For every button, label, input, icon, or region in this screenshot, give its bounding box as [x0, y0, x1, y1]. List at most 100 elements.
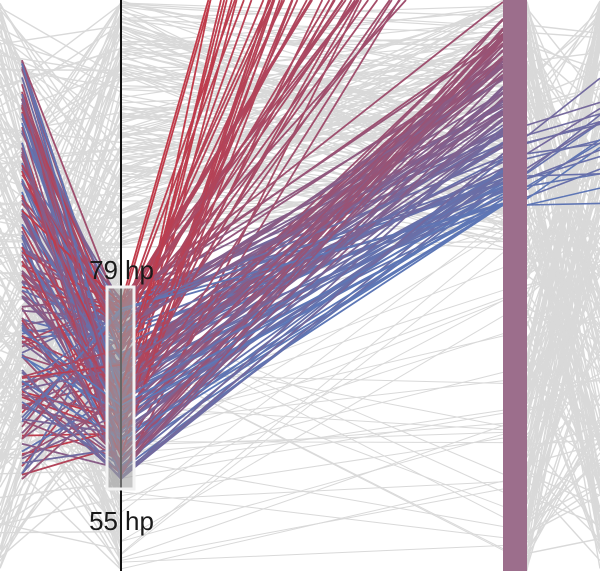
background-line — [0, 531, 122, 534]
background-line — [526, 187, 600, 396]
selected-line — [21, 83, 122, 423]
selected-line — [21, 406, 122, 432]
brush-min-value: 55 — [89, 506, 118, 536]
background-line — [120, 49, 504, 120]
selected-line — [120, 61, 504, 373]
background-line — [526, 210, 600, 493]
background-line — [120, 252, 504, 556]
selected-line — [120, 35, 504, 455]
background-line — [120, 335, 504, 425]
background-line — [120, 5, 504, 19]
selected-line — [21, 369, 122, 480]
background-line — [0, 452, 122, 559]
brush-max-unit: hp — [125, 255, 154, 285]
background-line — [526, 8, 600, 84]
background-line — [526, 473, 600, 507]
selected-line — [120, 66, 504, 330]
background-line — [120, 481, 504, 501]
selected-line — [526, 173, 600, 177]
background-line — [120, 431, 504, 446]
selected-line — [526, 173, 600, 188]
background-line — [526, 443, 600, 465]
background-line — [526, 111, 600, 515]
selected-line — [120, 100, 504, 428]
background-line — [120, 412, 504, 479]
background-line — [120, 234, 504, 554]
background-line — [526, 419, 600, 554]
selected-line — [526, 113, 600, 136]
background-line — [526, 323, 600, 569]
background-line — [0, 122, 122, 513]
selected-line — [21, 388, 122, 478]
background-line — [0, 455, 122, 468]
background-line — [0, 35, 122, 130]
selected-line — [120, 75, 504, 470]
selected-line — [120, 0, 272, 331]
selected-line — [120, 0, 210, 305]
selected-line — [120, 0, 270, 457]
selected-line — [120, 0, 312, 309]
background-line — [120, 488, 504, 561]
selected-line — [21, 309, 122, 320]
selected-line — [120, 73, 504, 364]
selected-line — [526, 123, 600, 144]
brush-max-value: 79 — [89, 255, 118, 285]
selected-line — [21, 419, 122, 461]
background-line — [526, 195, 600, 519]
selected-line — [526, 77, 600, 137]
background-line — [526, 75, 600, 399]
selected-line — [21, 381, 122, 462]
background-line — [120, 299, 504, 504]
background-line — [0, 24, 122, 45]
background-line — [120, 2, 504, 17]
background-line — [120, 4, 504, 30]
background-line — [120, 29, 504, 83]
background-line — [526, 1, 600, 361]
selected-line — [21, 310, 122, 389]
background-line — [120, 437, 504, 497]
selected-line — [21, 226, 122, 410]
background-line — [526, 31, 600, 39]
background-line — [526, 171, 600, 444]
selected-line — [120, 114, 504, 330]
selected-line — [120, 119, 504, 414]
selected-line — [120, 0, 335, 396]
background-line — [120, 333, 504, 458]
background-line — [0, 3, 122, 97]
background-line — [120, 315, 504, 542]
hp-brush-selection[interactable] — [105, 285, 136, 491]
background-line — [0, 39, 122, 79]
selected-line — [120, 57, 504, 366]
background-line — [526, 0, 600, 278]
selected-line — [120, 170, 504, 416]
selected-line — [120, 0, 369, 344]
background-line — [526, 17, 600, 107]
background-line — [526, 148, 600, 276]
selected-line — [120, 93, 504, 411]
background-line — [526, 359, 600, 554]
selected-line — [120, 185, 504, 471]
background-line — [0, 17, 122, 306]
selected-line — [21, 126, 122, 455]
background-line — [526, 187, 600, 564]
second-axis-bar[interactable] — [503, 0, 527, 571]
selected-line — [120, 78, 504, 320]
selected-line — [21, 394, 122, 415]
selected-line — [21, 311, 122, 440]
selected-line — [120, 0, 275, 341]
selected-line — [21, 447, 122, 464]
background-line — [120, 441, 504, 444]
brush-min-unit: hp — [125, 506, 154, 536]
background-line — [0, 2, 122, 187]
selected-line — [120, 193, 504, 407]
background-line — [526, 438, 600, 445]
selected-line — [526, 202, 600, 206]
background-line — [526, 354, 600, 435]
selected-line — [21, 60, 122, 315]
background-line — [120, 289, 504, 415]
selected-line — [120, 170, 504, 401]
background-line — [526, 369, 600, 469]
selected-line — [21, 418, 122, 435]
selected-line — [526, 187, 600, 206]
background-line — [526, 20, 600, 274]
